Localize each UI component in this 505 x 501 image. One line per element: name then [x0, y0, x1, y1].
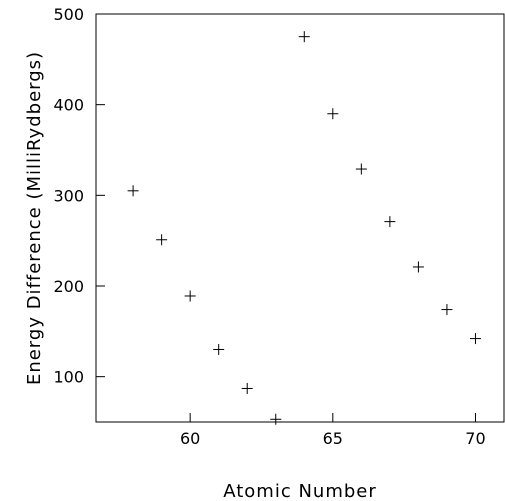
data-point	[412, 261, 424, 273]
ticks-layer: 60 65 70 100 200 300 400 500	[53, 5, 485, 448]
points-layer	[127, 31, 481, 425]
data-point	[127, 185, 139, 197]
data-point	[384, 216, 396, 228]
y-tick-label: 300	[53, 186, 84, 205]
data-point	[270, 413, 282, 425]
data-point	[298, 31, 310, 43]
y-tick-label: 200	[53, 277, 84, 296]
y-axis-title: Energy Difference (MilliRydbergs)	[24, 51, 45, 385]
data-point	[184, 290, 196, 302]
data-point	[441, 304, 453, 316]
data-point	[213, 343, 225, 355]
x-tick-label: 60	[180, 429, 200, 448]
x-tick-label: 65	[323, 429, 343, 448]
data-point	[469, 333, 481, 345]
data-point	[327, 108, 339, 120]
x-axis-title: Atomic Number	[223, 481, 377, 501]
y-tick-label: 400	[53, 96, 84, 115]
data-point	[241, 382, 253, 394]
plot-frame	[95, 13, 505, 423]
y-tick-label: 100	[53, 368, 84, 387]
data-point	[156, 234, 168, 246]
x-tick-label: 70	[465, 429, 485, 448]
y-tick-label: 500	[53, 5, 84, 24]
data-point	[355, 163, 367, 175]
